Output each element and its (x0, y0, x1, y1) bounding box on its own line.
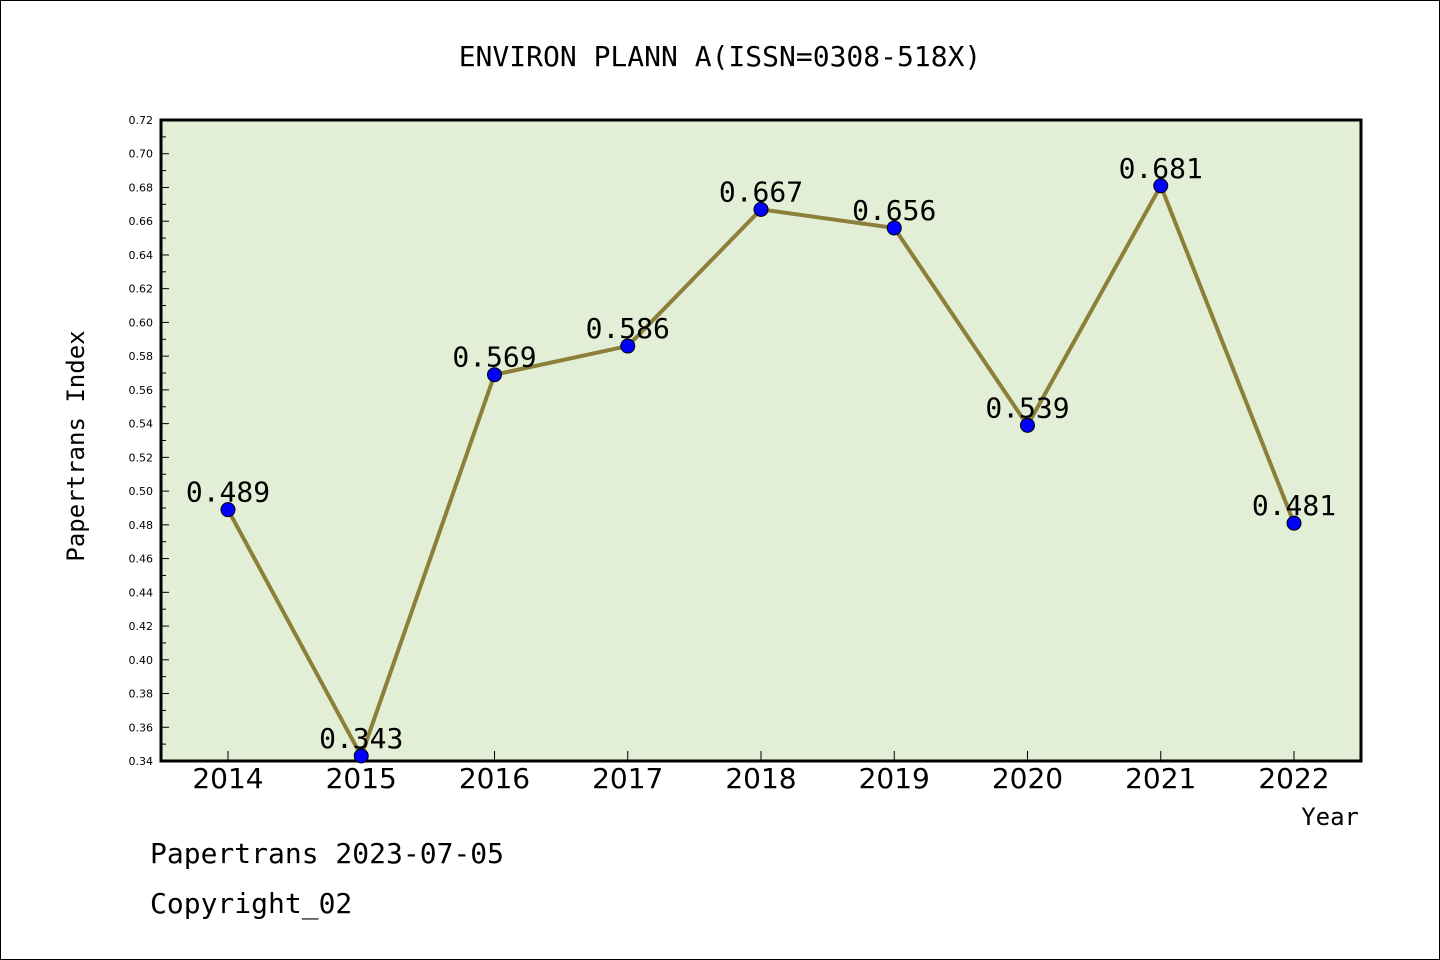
y-tick-label: 0.38 (129, 688, 154, 701)
data-point-2019 (886, 220, 902, 236)
y-tick-label: 0.58 (129, 350, 154, 363)
x-tick-label: 2022 (1258, 762, 1329, 795)
x-axis: 2014 2015 2016 2017 2018 2019 2020 2021 2022 (192, 751, 1330, 795)
data-label-2016: 0.569 (452, 341, 536, 374)
y-tick-label: 0.68 (129, 181, 154, 194)
x-tick-label: 2019 (859, 762, 930, 795)
plot-area (159, 118, 1363, 763)
data-point-2014 (220, 502, 236, 518)
footer-copyright: Copyright_02 (150, 887, 352, 921)
data-label-2015: 0.343 (319, 722, 403, 755)
chart-title: ENVIRON PLANN A(ISSN=0308-518X) (459, 40, 982, 73)
data-point-2016 (487, 367, 502, 383)
y-tick-label: 0.34 (129, 755, 154, 768)
y-tick-label: 0.56 (129, 384, 154, 397)
data-point-2017 (620, 338, 636, 354)
data-label-2019: 0.656 (852, 194, 936, 227)
x-tick-label: 2015 (326, 762, 397, 795)
data-label-2018: 0.667 (719, 175, 803, 208)
y-tick-label: 0.50 (129, 485, 154, 498)
y-tick-label: 0.64 (129, 249, 154, 262)
x-axis-label: Year (1301, 803, 1359, 831)
x-tick-label: 2017 (592, 762, 663, 795)
data-markers (220, 178, 1302, 764)
y-tick-label: 0.72 (129, 114, 154, 127)
y-tick-label: 0.40 (129, 654, 154, 667)
data-label-2022: 0.481 (1252, 489, 1336, 522)
data-label-2020: 0.539 (985, 391, 1069, 424)
data-point-2021 (1153, 178, 1169, 194)
y-axis-label: Papertrans Index (62, 330, 90, 561)
y-tick-label: 0.48 (129, 519, 154, 532)
x-tick-label: 2021 (1125, 762, 1196, 795)
data-label-2014: 0.489 (186, 476, 270, 509)
x-tick-label: 2016 (459, 762, 530, 795)
y-tick-label: 0.60 (129, 316, 154, 329)
y-tick-label: 0.42 (129, 620, 154, 633)
y-tick-label: 0.44 (129, 586, 154, 599)
data-labels: 0.489 0.343 0.569 0.586 0.667 0.656 0.539 0.681… (186, 152, 1336, 755)
data-point-2022 (1286, 515, 1302, 531)
footer-date: Papertrans 2023-07-05 (150, 837, 504, 870)
data-label-2017: 0.586 (586, 312, 670, 345)
y-tick-label: 0.46 (129, 553, 154, 566)
data-point-2020 (1020, 417, 1035, 433)
y-tick-label: 0.36 (129, 721, 154, 734)
y-tick-label: 0.52 (129, 451, 154, 464)
x-tick-label: 2020 (992, 762, 1063, 795)
x-tick-label: 2014 (192, 762, 263, 795)
data-point-2018 (753, 201, 769, 217)
x-tick-label: 2018 (725, 762, 796, 795)
data-label-2021: 0.681 (1119, 152, 1203, 185)
data-point-2015 (353, 748, 369, 764)
y-tick-label: 0.70 (129, 148, 154, 161)
y-tick-label: 0.62 (129, 283, 154, 296)
y-axis: 0.34 0.36 0.38 0.40 0.42 0.44 0.46 0.48 0.50 0.52… (129, 114, 169, 768)
y-tick-label: 0.66 (129, 215, 154, 228)
y-tick-label: 0.54 (129, 418, 154, 431)
